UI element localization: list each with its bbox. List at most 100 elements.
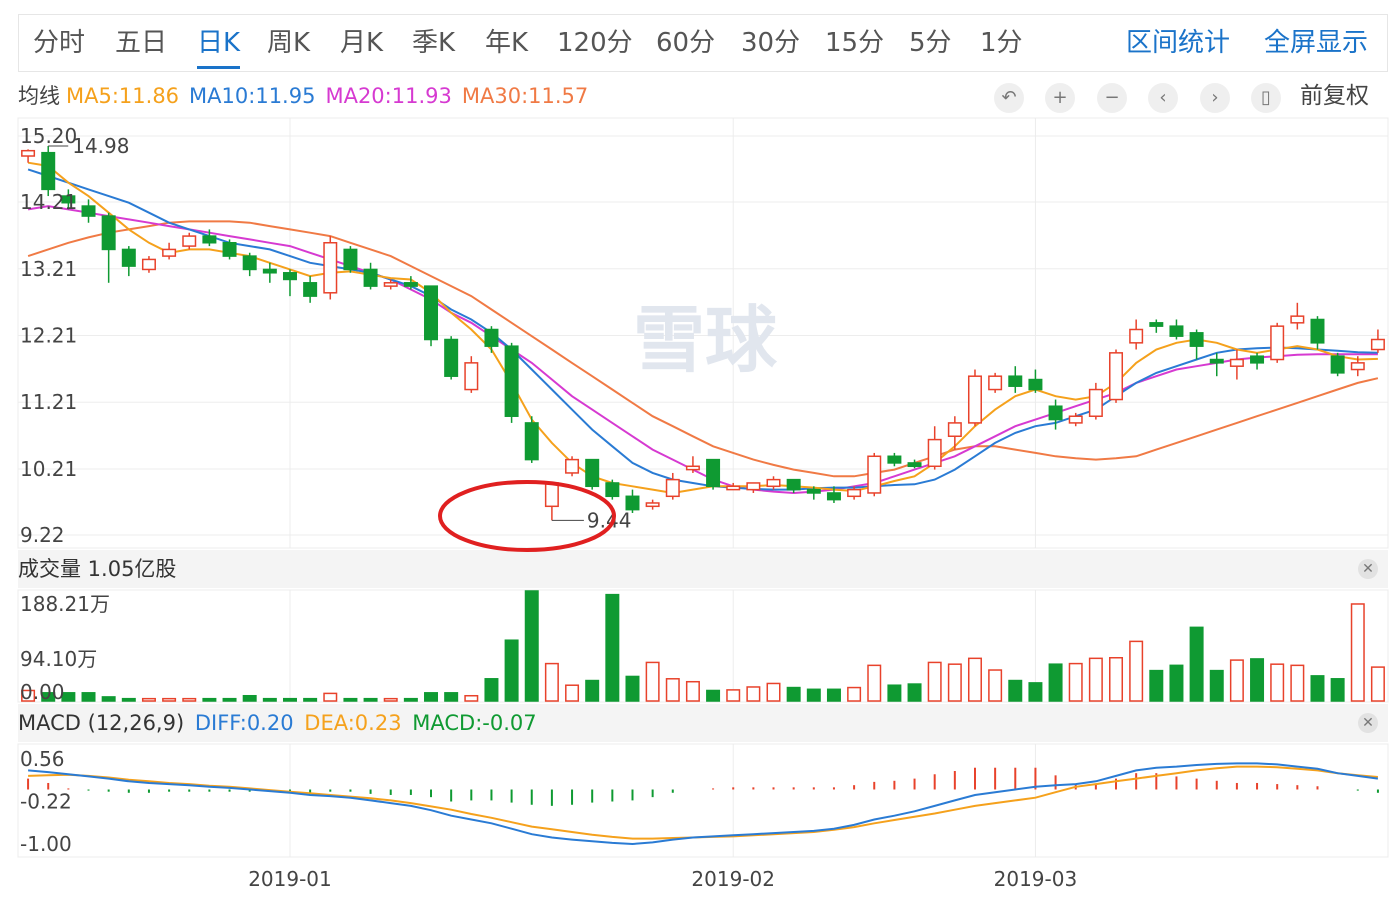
tab-yearly-k[interactable]: 年K — [485, 28, 529, 58]
candle-up — [847, 488, 862, 498]
high-price-label: 14.98 — [72, 134, 129, 158]
range-stats-link[interactable]: 区间统计 — [1126, 28, 1231, 58]
candle-down — [1250, 355, 1265, 364]
candle-down — [625, 495, 640, 511]
volume-bar — [61, 692, 76, 702]
next-icon[interactable]: › — [1200, 83, 1230, 113]
adjust-mode-dropdown[interactable]: 前复权 — [1300, 83, 1369, 109]
candle-up — [685, 465, 700, 471]
volume-bar — [887, 684, 902, 702]
volume-bar — [484, 678, 499, 702]
candle-up — [665, 478, 680, 498]
period-tab-bar: 分时 五日 日K 周K 月K 季K 年K 120分 60分 30分 15分 5分… — [18, 14, 1388, 72]
dea-value: DEA:0.23 — [304, 711, 402, 735]
candle-down — [1008, 375, 1023, 387]
zoom-out-icon[interactable]: − — [1097, 83, 1127, 113]
panel-frame — [17, 589, 1389, 703]
candle-up — [1229, 358, 1244, 367]
volume-bar — [363, 697, 378, 702]
candle-down — [101, 215, 116, 251]
close-volume-icon[interactable]: ✕ — [1358, 559, 1378, 579]
volume-header: 成交量 1.05亿股 ✕ — [18, 550, 1388, 588]
volume-bar — [101, 696, 116, 702]
candle-up — [21, 149, 36, 157]
volume-bar — [383, 697, 398, 702]
candle-down — [121, 248, 136, 267]
candle-down — [343, 248, 358, 271]
tab-monthly-k[interactable]: 月K — [340, 28, 384, 58]
diff-value: DIFF:0.20 — [194, 711, 294, 735]
price-tick-label: 15.20 — [20, 124, 77, 148]
candle-up — [927, 438, 942, 468]
candle-icon[interactable]: ▯ — [1251, 83, 1281, 113]
volume-bar — [141, 697, 156, 702]
macd-tick-label: 0.56 — [20, 747, 65, 771]
volume-bar — [1310, 675, 1325, 702]
tab-weekly-k[interactable]: 周K — [267, 28, 311, 58]
volume-bar — [565, 684, 580, 702]
undo-icon[interactable]: ↶ — [994, 83, 1024, 113]
volume-bar — [444, 692, 459, 702]
fullscreen-link[interactable]: 全屏显示 — [1264, 28, 1369, 58]
candle-down — [202, 235, 217, 244]
volume-bar — [1068, 662, 1083, 702]
volume-bar — [202, 697, 217, 702]
candle-up — [323, 242, 338, 294]
ma30-line — [27, 220, 1379, 478]
tab-five-day[interactable]: 五日 — [115, 28, 168, 58]
date-tick-label: 2019-01 — [248, 867, 332, 891]
macd-legend: MACD (12,26,9) DIFF:0.20 DEA:0.23 MACD:-… — [18, 704, 537, 742]
volume-bar — [706, 689, 721, 702]
volume-bar — [766, 682, 781, 702]
candle-down — [1149, 322, 1164, 327]
tab-60min[interactable]: 60分 — [656, 28, 716, 58]
volume-bar — [806, 688, 821, 702]
candle-up — [464, 362, 479, 391]
volume-bar — [121, 697, 136, 702]
macd-tick-label: -1.00 — [20, 832, 72, 856]
prev-icon[interactable]: ‹ — [1148, 83, 1178, 113]
volume-bar — [524, 590, 539, 702]
ma10-line — [27, 168, 1378, 491]
tab-5min[interactable]: 5分 — [909, 28, 952, 58]
tab-15min[interactable]: 15分 — [825, 28, 885, 58]
tab-quarterly-k[interactable]: 季K — [412, 28, 456, 58]
zoom-in-icon[interactable]: + — [1045, 83, 1075, 113]
tab-1min[interactable]: 1分 — [980, 28, 1023, 58]
volume-bar — [323, 692, 338, 702]
volume-bar — [947, 663, 962, 702]
candle-down — [524, 422, 539, 461]
candle-up — [162, 248, 177, 257]
volume-bar — [1088, 657, 1103, 702]
volume-bar — [1330, 678, 1345, 702]
volume-bar — [1169, 664, 1184, 702]
close-macd-icon[interactable]: ✕ — [1358, 713, 1378, 733]
volume-bar — [1250, 658, 1265, 702]
tab-120min[interactable]: 120分 — [557, 28, 633, 58]
ma30-value: MA30:11.57 — [461, 84, 589, 108]
volume-bar — [1270, 663, 1285, 702]
price-tick-label: 14.21 — [20, 190, 77, 214]
candle-up — [383, 282, 398, 287]
candle-up — [766, 478, 781, 488]
candle-up — [967, 375, 982, 424]
candle-down — [1330, 355, 1345, 374]
tab-daily-k[interactable]: 日K — [197, 15, 241, 71]
volume-bar — [585, 679, 600, 702]
candle-up — [565, 458, 580, 474]
volume-bar — [303, 697, 318, 702]
macd-header: MACD (12,26,9) DIFF:0.20 DEA:0.23 MACD:-… — [18, 704, 1388, 742]
candle-up — [1270, 325, 1285, 361]
volume-bar — [1008, 679, 1023, 702]
volume-bar — [1109, 657, 1124, 702]
tab-fenshi[interactable]: 分时 — [33, 28, 86, 58]
panel-frame — [17, 743, 1389, 858]
candle-down — [826, 492, 841, 501]
volume-bar — [41, 692, 56, 702]
ma5-value: MA5:11.86 — [66, 84, 180, 108]
volume-bar — [726, 689, 741, 702]
candle-up — [1370, 338, 1385, 351]
tab-30min[interactable]: 30分 — [741, 28, 801, 58]
volume-tick-label: 188.21万 — [20, 592, 110, 616]
